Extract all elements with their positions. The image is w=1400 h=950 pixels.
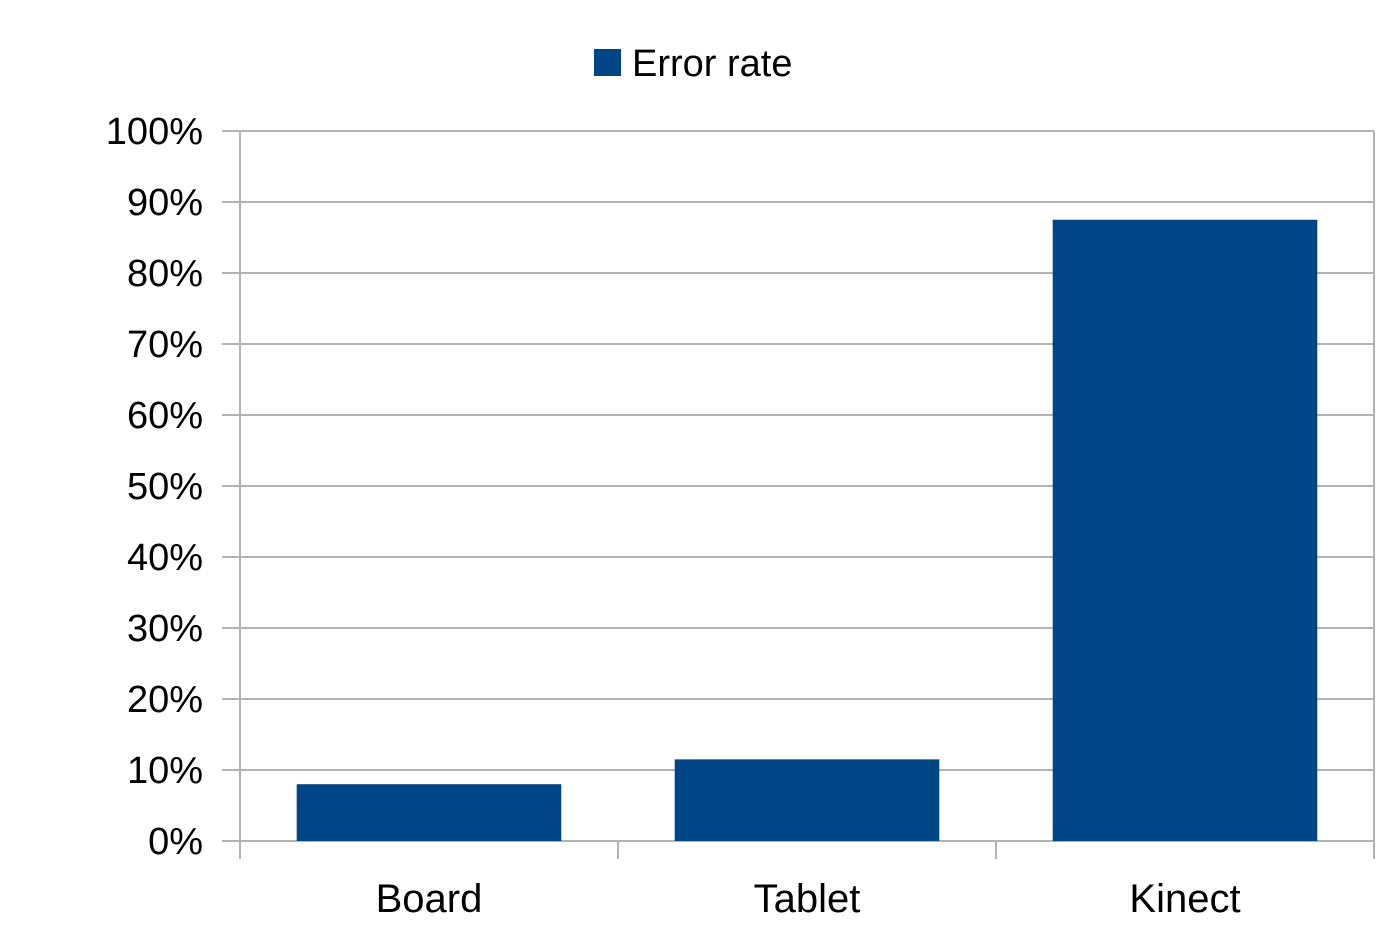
bar-tablet [674,759,940,841]
bar-kinect [1052,219,1318,841]
legend: Error rate [594,43,792,85]
y-tick-label: 70% [127,324,203,366]
y-tick-label: 90% [127,182,203,224]
y-tick-label: 0% [148,821,203,863]
bar-board [296,784,562,841]
x-category-label: Kinect [1129,877,1240,921]
y-tick-label: 60% [127,395,203,437]
x-axis-category-labels: Board Tablet Kinect [376,877,1241,921]
legend-label: Error rate [632,43,792,85]
x-category-label: Board [376,877,483,921]
x-category-label: Tablet [754,877,861,921]
axes [239,131,1375,859]
legend-swatch [594,49,621,76]
y-tick-label: 10% [127,750,203,792]
grid-lines [222,130,1374,842]
y-tick-label: 80% [127,253,203,295]
y-tick-label: 100% [106,111,203,153]
bars [296,219,1318,841]
y-tick-label: 30% [127,608,203,650]
y-tick-label: 40% [127,537,203,579]
y-tick-label: 50% [127,466,203,508]
y-tick-label: 20% [127,679,203,721]
y-axis-tick-labels: 0% 10% 20% 30% 40% 50% 60% 70% 80% 90% 100% [106,111,203,863]
